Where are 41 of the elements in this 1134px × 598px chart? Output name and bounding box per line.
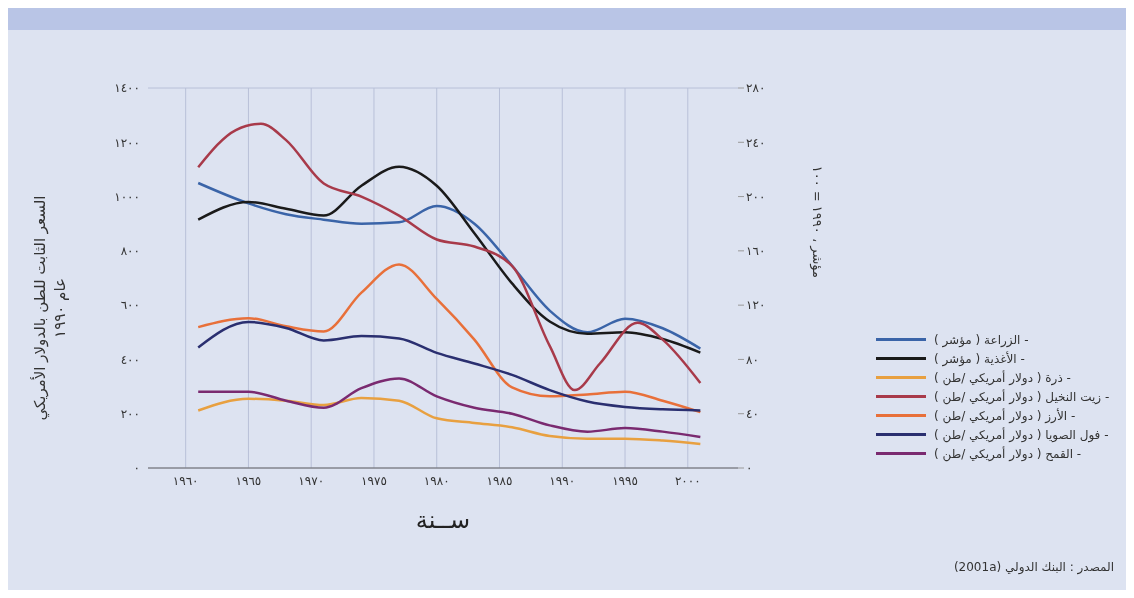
x-tick-label: ١٩٧٥: [361, 473, 387, 488]
line-series: [196, 263, 702, 414]
legend-label: - زيت النخيل ( دولار أمريكي /طن ): [934, 389, 1110, 404]
x-tick-label: ٢٠٠٠: [674, 473, 701, 488]
y2-tick-label: ٢٠٠: [746, 189, 766, 204]
legend-label: - القمح ( دولار أمريكي /طن ): [934, 446, 1082, 461]
line-series: [196, 320, 702, 412]
y2-tick-label: ٢٨٠: [746, 81, 766, 96]
legend-label: - الزراعة ( مؤشر ): [934, 332, 1029, 347]
x-axis-title: ســنة: [415, 506, 471, 534]
legend-label: - ذرة ( دولار أمريكي /طن ): [934, 370, 1071, 385]
legend-label: - الأرز ( دولار أمريكي /طن ): [934, 408, 1076, 423]
y2-tick-label: ١٦٠: [746, 244, 766, 259]
legend-label: - فول الصويا ( دولار أمريكي /طن ): [934, 427, 1109, 442]
y-tick-label: ٤٠٠: [120, 352, 140, 367]
y2-tick-label: ٨٠: [746, 352, 759, 367]
x-tick-label: ١٩٧٠: [298, 473, 325, 488]
line-series: [196, 377, 702, 439]
y2-tick-label: ١٢٠: [746, 298, 766, 313]
y-tick-label: ٢٠٠: [120, 406, 140, 421]
x-tick-label: ١٩٦٠: [172, 473, 199, 488]
x-tick-label: ١٩٩٥: [612, 473, 638, 488]
legend-label: - الأغذية ( مؤشر ): [934, 351, 1025, 366]
line-series: [196, 122, 702, 392]
x-tick-label: ١٩٨٥: [486, 473, 513, 488]
y-tick-label: ١٠٠٠: [114, 189, 140, 204]
x-tick-label: ١٩٨٠: [423, 473, 450, 488]
text: المصدر : البنك الدولي (2001a): [953, 560, 1114, 574]
y2-axis-title: مؤشر ، ١٩٩٠ = ١٠٠: [809, 165, 826, 278]
y-tick-label: ٨٠٠: [120, 244, 140, 259]
y-tick-label: ١٢٠٠: [114, 135, 140, 150]
x-tick-label: ١٩٩٠: [549, 473, 576, 488]
y-tick-label: ٠: [133, 461, 140, 476]
y2-tick-label: ٤٠: [746, 406, 759, 421]
y2-tick-label: ٠: [746, 461, 753, 476]
line-series: [196, 396, 702, 446]
x-tick-label: ١٩٦٥: [235, 473, 262, 488]
y2-tick-label: ٢٤٠: [746, 135, 766, 150]
y-tick-label: ٦٠٠: [120, 298, 140, 313]
y-axis-title: السعر الثابت للطن بالدولار الأمريكي عام ١٩٩٠: [30, 195, 70, 421]
y-tick-label: ١٤٠٠: [114, 81, 140, 96]
